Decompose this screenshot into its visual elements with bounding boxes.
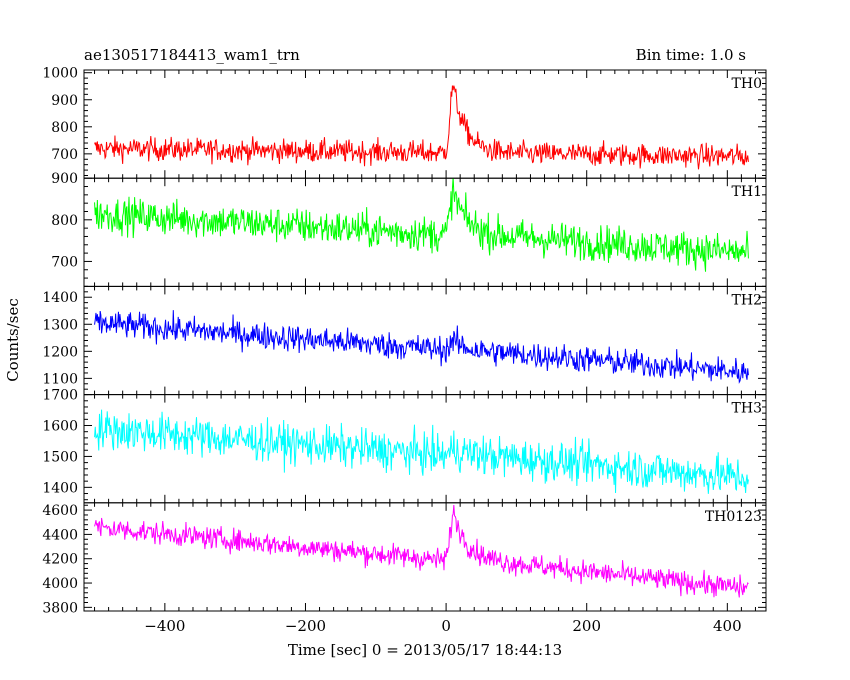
x-tick-label: −200 <box>285 617 326 635</box>
y-tick-label: 700 <box>51 254 78 270</box>
y-axis-label: Counts/sec <box>4 298 22 382</box>
panel-th3: 1400 1500 1600 1700 TH3 <box>42 388 767 504</box>
y-tick-label: 4400 <box>42 527 78 543</box>
y-tick-label: 1000 <box>42 66 78 82</box>
y-tick-label: 1600 <box>42 419 78 435</box>
series-line-th1 <box>94 178 749 272</box>
panel-label: TH3 <box>732 401 762 417</box>
y-tick-label: 4200 <box>42 552 78 568</box>
y-tick-label: 900 <box>51 93 78 109</box>
panel-label: TH0123 <box>705 509 762 525</box>
x-tick-label: 200 <box>572 617 601 635</box>
x-axis-label: Time [sec] 0 = 2013/05/17 18:44:13 <box>288 641 562 659</box>
panel-label: TH2 <box>732 292 762 308</box>
x-tick-label: 0 <box>441 617 451 635</box>
panels-group: 700 800 900 1000 TH0 700 800 900 TH1 1100 1200 1300… <box>42 66 767 616</box>
chart-title: ae130517184413_wam1_trn <box>84 46 300 64</box>
y-tick-label: 1400 <box>42 290 78 306</box>
y-tick-label: 3800 <box>42 600 78 616</box>
panel-label: TH1 <box>732 184 762 200</box>
panel-label: TH0 <box>732 76 762 92</box>
series-line-th2 <box>94 310 749 384</box>
series-line-th0123 <box>94 504 749 598</box>
y-tick-label: 1700 <box>42 388 78 404</box>
y-tick-label: 4000 <box>42 576 78 592</box>
panel-frame <box>83 502 767 612</box>
y-tick-label: 800 <box>51 213 78 229</box>
y-tick-label: 900 <box>51 171 78 187</box>
bin-time-label: Bin time: 1.0 s <box>636 46 746 64</box>
x-tick-label: 400 <box>713 617 742 635</box>
y-tick-label: 1500 <box>42 449 78 465</box>
y-tick-label: 1400 <box>42 480 78 496</box>
y-tick-label: 800 <box>51 120 78 136</box>
series-line-th0 <box>94 85 749 170</box>
y-tick-label: 4600 <box>42 503 78 519</box>
panel-th2: 1100 1200 1300 1400 TH2 <box>42 285 767 396</box>
panel-th0: 700 800 900 1000 TH0 <box>42 66 767 179</box>
panel-th1: 700 800 900 TH1 <box>51 171 767 287</box>
y-tick-label: 1300 <box>42 317 78 333</box>
y-tick-label: 1200 <box>42 344 78 360</box>
series-line-th3 <box>94 409 749 494</box>
y-tick-label: 700 <box>51 147 78 163</box>
panel-frame <box>83 285 767 396</box>
panel-th0123: 3800 4000 4200 4400 4600 TH0123 <box>42 502 767 616</box>
x-axis: −400 −200 0 200 400 <box>144 617 741 635</box>
x-tick-label: −400 <box>144 617 185 635</box>
y-tick-label: 1100 <box>42 371 78 387</box>
